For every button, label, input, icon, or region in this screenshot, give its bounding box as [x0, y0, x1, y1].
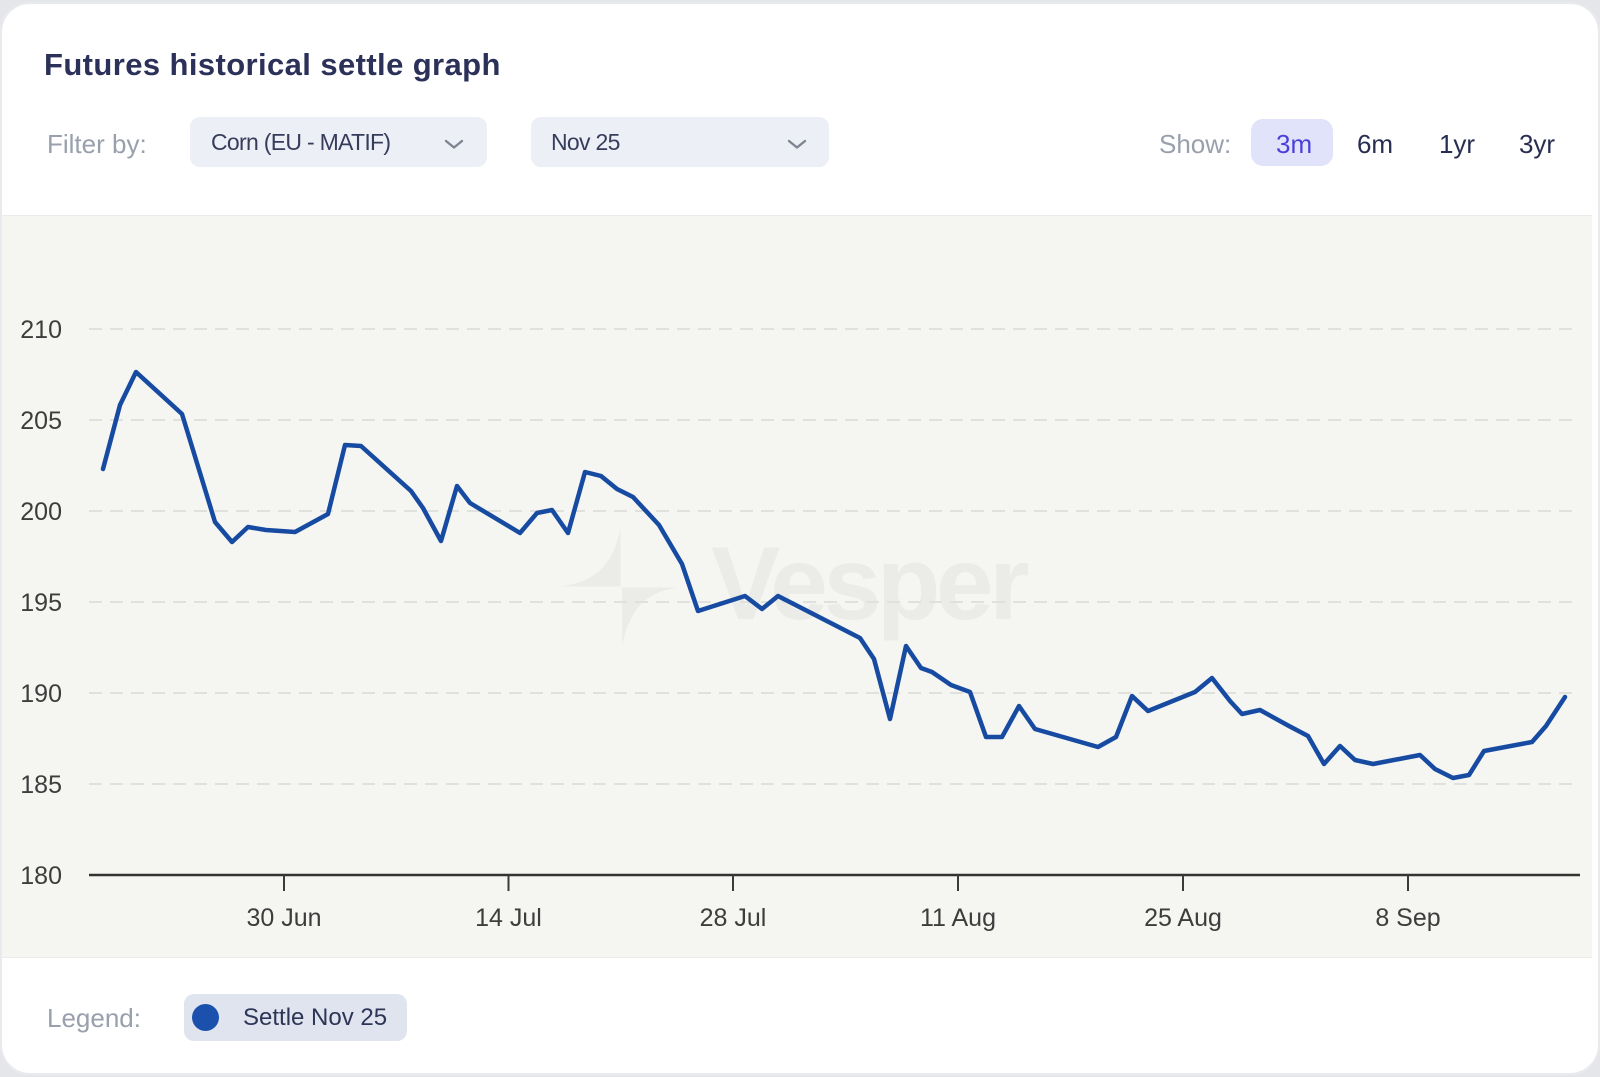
svg-text:200: 200 [20, 498, 62, 526]
svg-text:195: 195 [20, 589, 62, 617]
svg-text:30 Jun: 30 Jun [246, 904, 321, 932]
svg-text:25 Aug: 25 Aug [1144, 904, 1222, 932]
svg-text:210: 210 [20, 316, 62, 344]
svg-text:180: 180 [20, 862, 62, 890]
svg-text:Vesper: Vesper [711, 526, 1028, 642]
svg-text:14 Jul: 14 Jul [475, 904, 542, 932]
svg-text:185: 185 [20, 771, 62, 799]
svg-text:28 Jul: 28 Jul [700, 904, 767, 932]
svg-text:190: 190 [20, 680, 62, 708]
svg-text:205: 205 [20, 407, 62, 435]
svg-text:11 Aug: 11 Aug [920, 904, 996, 932]
svg-text:8 Sep: 8 Sep [1375, 904, 1440, 932]
